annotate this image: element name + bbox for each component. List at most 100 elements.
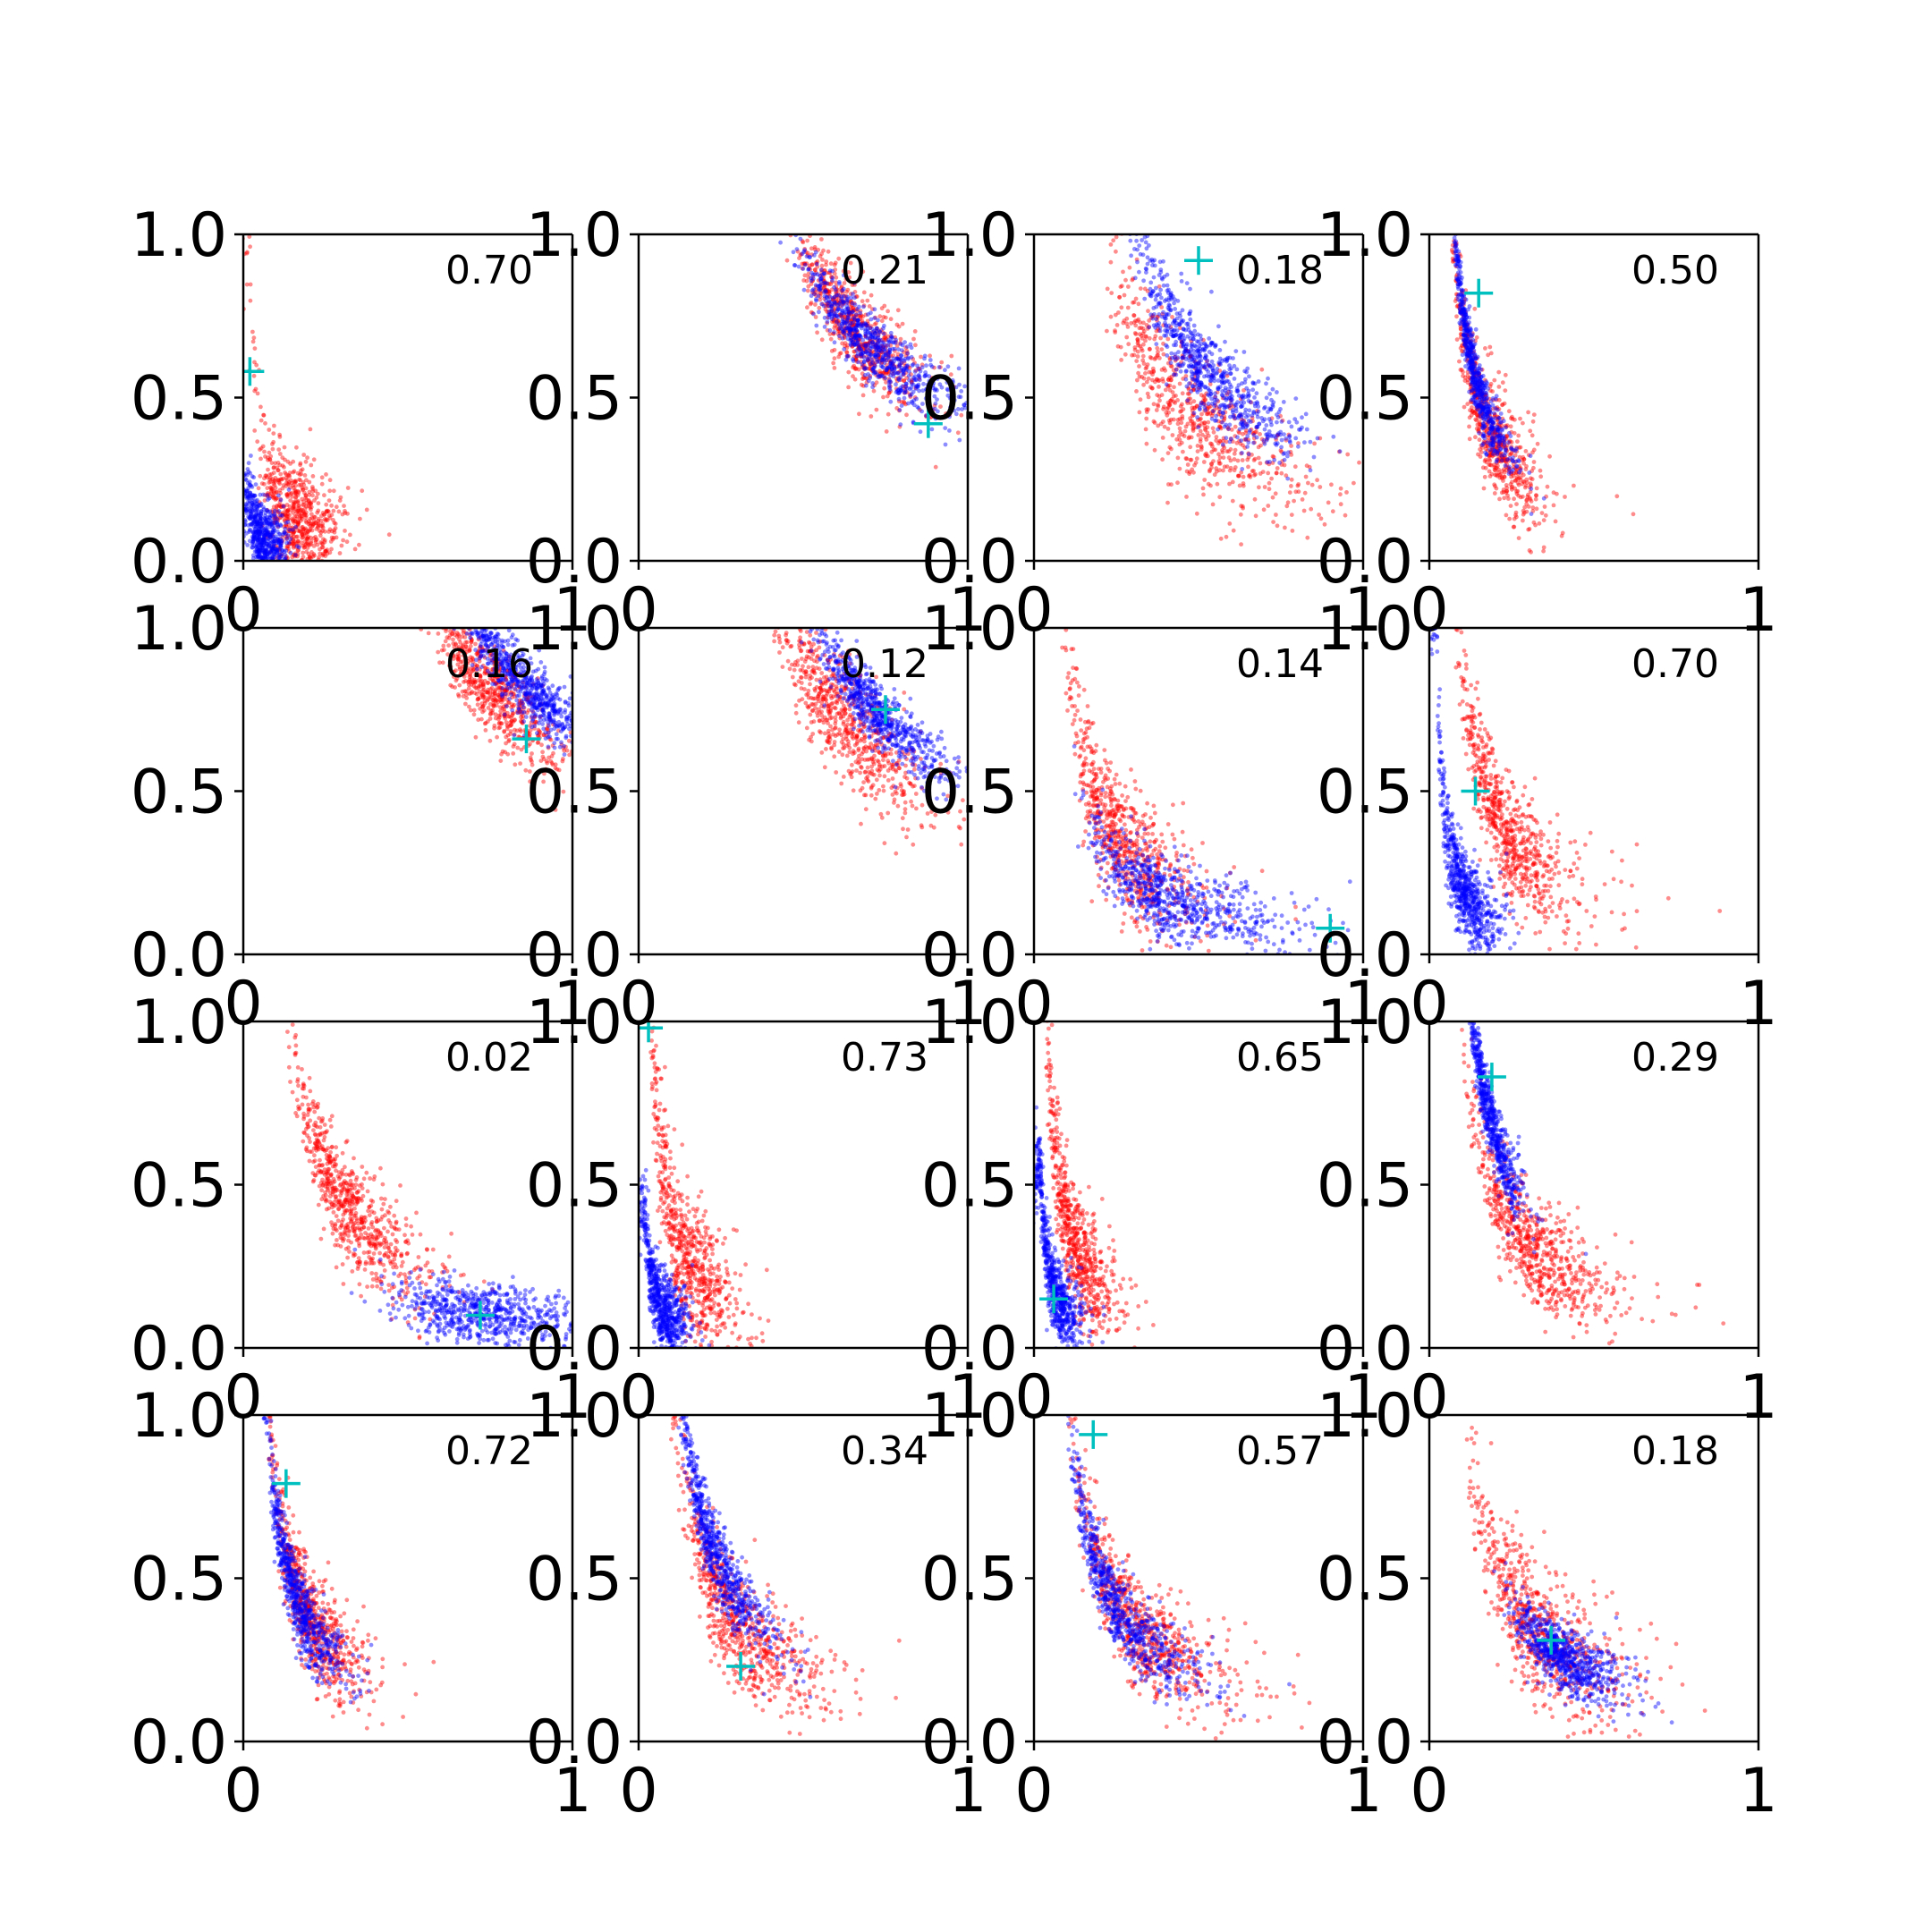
- data-point: [280, 512, 285, 517]
- data-point: [1454, 246, 1459, 251]
- data-point: [252, 534, 257, 539]
- data-point: [876, 340, 880, 345]
- data-point: [1166, 307, 1172, 312]
- data-point: [835, 302, 841, 308]
- data-point: [1194, 369, 1199, 373]
- data-point: [1504, 434, 1508, 439]
- data-point: [843, 326, 849, 331]
- data-point: [842, 347, 847, 352]
- data-point: [1509, 487, 1514, 492]
- data-point: [242, 227, 247, 232]
- data-point: [250, 493, 255, 497]
- data-point: [1207, 362, 1211, 368]
- data-point: [834, 280, 838, 285]
- data-point: [1505, 457, 1510, 462]
- data-point: [1274, 470, 1279, 476]
- data-point: [877, 330, 882, 335]
- data-point: [264, 542, 269, 547]
- data-point: [1493, 430, 1498, 435]
- data-point: [278, 496, 283, 502]
- data-point: [817, 287, 821, 292]
- data-point: [905, 363, 910, 368]
- data-point: [1229, 401, 1233, 405]
- data-point: [270, 546, 275, 551]
- data-point: [1231, 528, 1236, 533]
- data-point: [1275, 433, 1280, 438]
- data-point: [927, 378, 932, 384]
- data-point: [309, 550, 314, 555]
- data-point: [292, 541, 297, 546]
- data-point: [1463, 326, 1469, 331]
- data-point: [852, 290, 858, 294]
- data-point: [264, 473, 269, 479]
- data-point: [902, 350, 906, 354]
- data-point: [1487, 450, 1493, 454]
- data-point: [257, 554, 262, 559]
- data-point: [257, 552, 262, 556]
- data-point: [258, 517, 263, 521]
- data-point: [902, 340, 907, 344]
- data-point: [858, 348, 863, 353]
- data-point: [284, 555, 289, 561]
- data-point: [316, 519, 321, 523]
- data-point: [259, 540, 265, 546]
- data-point: [852, 322, 857, 327]
- data-point: [1195, 415, 1199, 419]
- data-point: [284, 516, 289, 521]
- data-point: [1459, 277, 1463, 283]
- data-point: [1145, 362, 1150, 367]
- data-point: [278, 477, 284, 482]
- data-point: [1475, 413, 1480, 418]
- data-point: [818, 279, 824, 284]
- data-point: [1204, 403, 1208, 409]
- data-point: [1477, 393, 1482, 398]
- data-point: [269, 461, 275, 465]
- data-point: [1462, 307, 1467, 312]
- data-point: [1246, 392, 1250, 396]
- data-point: [1097, 220, 1102, 225]
- data-point: [258, 509, 264, 513]
- data-point: [850, 321, 855, 326]
- data-point: [1210, 374, 1216, 379]
- data-point: [1225, 355, 1230, 360]
- data-point: [310, 488, 316, 494]
- data-point: [1232, 377, 1237, 381]
- data-point: [255, 544, 260, 549]
- data-point: [830, 295, 835, 301]
- data-point: [317, 529, 322, 533]
- data-point: [874, 360, 878, 365]
- data-point: [1237, 427, 1242, 432]
- data-point: [1173, 333, 1178, 338]
- data-point: [1210, 444, 1215, 449]
- data-point: [1199, 380, 1204, 386]
- data-point: [1482, 434, 1487, 438]
- data-point: [1516, 459, 1521, 463]
- data-point: [1520, 458, 1525, 462]
- data-point: [1150, 314, 1156, 319]
- data-point: [1169, 446, 1174, 452]
- data-point: [1458, 368, 1463, 372]
- data-point: [1195, 374, 1200, 379]
- data-point: [905, 351, 910, 356]
- data-point: [818, 277, 823, 282]
- data-point: [1153, 334, 1158, 339]
- data-point: [1486, 421, 1490, 427]
- data-point: [272, 423, 276, 428]
- data-point: [1289, 424, 1294, 429]
- data-point: [862, 321, 868, 326]
- data-point: [1196, 423, 1201, 428]
- data-point: [1239, 412, 1244, 418]
- data-point: [286, 540, 292, 545]
- data-point: [248, 514, 253, 519]
- data-point: [1480, 411, 1486, 416]
- data-point: [1515, 439, 1520, 444]
- data-point: [1171, 294, 1175, 299]
- data-point: [1237, 430, 1241, 436]
- data-point: [1206, 386, 1210, 391]
- data-point: [288, 508, 293, 513]
- data-point: [845, 298, 850, 303]
- panel-points: [1097, 220, 1363, 547]
- data-point: [870, 368, 876, 372]
- data-point: [1157, 312, 1162, 317]
- data-point: [1210, 409, 1215, 414]
